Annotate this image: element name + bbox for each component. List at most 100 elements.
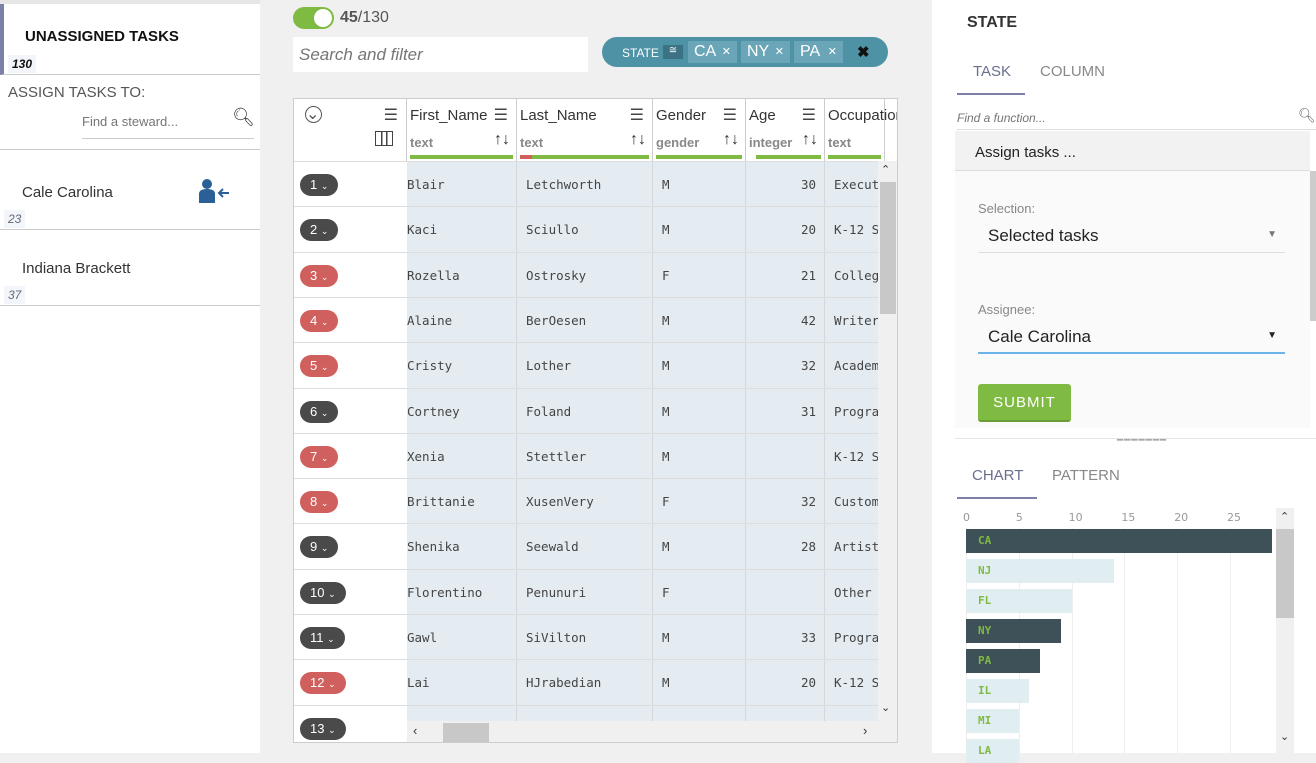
bar-pa[interactable]: PA <box>966 649 1040 673</box>
cell-age[interactable]: 32 <box>746 343 825 389</box>
cell-last[interactable]: Sciullo <box>517 207 653 253</box>
cell-occ[interactable]: K-12 S <box>825 207 885 253</box>
cell-age[interactable]: 28 <box>746 524 825 570</box>
cell-first[interactable]: Gawl <box>407 615 517 660</box>
column-menu-icon[interactable]: ☰ <box>629 107 644 124</box>
sort-icon[interactable]: ↑↓ <box>723 131 739 148</box>
cell-age[interactable]: 32 <box>746 479 825 525</box>
cell-gender[interactable]: M <box>653 162 746 207</box>
bar-ny[interactable]: NY <box>966 619 1062 643</box>
cell-first[interactable]: Shenika <box>407 524 517 570</box>
table-row[interactable]: 5 ⌄ Cristy Lother M 32 Academ <box>294 342 897 389</box>
cell-last[interactable]: Foland <box>517 388 653 434</box>
cell-last[interactable]: XusenVery <box>517 479 653 525</box>
table-row[interactable]: 4 ⌄ Alaine BerOesen M 42 Writer <box>294 296 897 343</box>
cell-occ[interactable]: Artist <box>825 524 885 570</box>
cell-occ[interactable]: K-12 S <box>825 660 885 706</box>
resize-handle[interactable]: ▔▔▔▔▔▔▔ <box>1117 440 1168 449</box>
cell-last[interactable]: Stettler <box>517 433 653 479</box>
cell-age[interactable] <box>746 433 825 479</box>
cell-occ[interactable]: College <box>825 252 885 298</box>
cell-occ[interactable]: Execut <box>825 162 885 207</box>
row-number-badge[interactable]: 6 ⌄ <box>300 400 339 423</box>
cell-gender[interactable]: F <box>653 569 746 615</box>
cell-gender[interactable]: M <box>653 524 746 570</box>
table-row[interactable]: 1 ⌄ Blair Letchworth M 30 Execut <box>294 161 897 207</box>
filter-operator-icon[interactable]: ≅ <box>663 45 683 59</box>
cell-last[interactable]: Seewald <box>517 524 653 570</box>
submit-button[interactable]: SUBMIT <box>978 384 1071 422</box>
table-row[interactable]: 3 ⌄ Rozella Ostrosky F 21 College <box>294 251 897 298</box>
column-header-last_name[interactable]: Last_Name text ☰ ↑↓ <box>517 99 653 161</box>
cell-gender[interactable]: M <box>653 615 746 660</box>
row-number-badge[interactable]: 5 ⌄ <box>300 355 339 378</box>
cell-gender[interactable]: M <box>653 433 746 479</box>
cell-last[interactable]: Letchworth <box>517 162 653 207</box>
function-search-input[interactable] <box>957 106 1316 130</box>
columns-icon[interactable] <box>375 131 393 146</box>
cell-age[interactable]: 42 <box>746 297 825 343</box>
cell-occ[interactable]: K-12 S <box>825 433 885 479</box>
cell-first[interactable]: Brittanie <box>407 479 517 525</box>
column-menu-icon[interactable]: ☰ <box>801 107 816 124</box>
cell-occ[interactable]: Progra <box>825 615 885 660</box>
bar-fl[interactable]: FL <box>966 589 1072 613</box>
row-number-badge[interactable]: 10 ⌄ <box>300 581 346 604</box>
cell-age[interactable]: 33 <box>746 615 825 660</box>
search-icon[interactable]: 🔍︎ <box>232 107 255 127</box>
cell-first[interactable]: Blair <box>407 162 517 207</box>
table-row[interactable]: 2 ⌄ Kaci Sciullo M 20 K-12 S <box>294 206 897 253</box>
cell-first[interactable]: Alaine <box>407 297 517 343</box>
cell-gender[interactable]: M <box>653 388 746 434</box>
column-header-occupation[interactable]: Occupation text <box>825 99 897 161</box>
table-row[interactable]: 8 ⌄ Brittanie XusenVery F 32 Custom <box>294 478 897 525</box>
steward-search-input[interactable] <box>82 105 254 139</box>
cell-gender[interactable]: M <box>653 343 746 389</box>
cell-first[interactable]: Lai <box>407 660 517 706</box>
row-number-badge[interactable]: 2 ⌄ <box>300 219 339 242</box>
bar-il[interactable]: IL <box>966 679 1030 703</box>
cell-occ[interactable]: Other <box>825 569 885 615</box>
bar-nj[interactable]: NJ <box>966 559 1114 583</box>
cell-last[interactable]: Ostrosky <box>517 252 653 298</box>
assignee-dropdown[interactable]: Cale Carolina ▼ <box>978 322 1285 354</box>
column-header-gender[interactable]: Gender gender ☰ ↑↓ <box>653 99 746 161</box>
table-row[interactable]: 10 ⌄ Florentino Penunuri F Other <box>294 568 897 615</box>
column-menu-icon[interactable]: ☰ <box>493 107 508 124</box>
vertical-scrollbar[interactable]: ⌃ ⌄ <box>878 161 897 742</box>
cell-first[interactable]: Xenia <box>407 433 517 479</box>
chart-scrollbar[interactable]: ⌃ ⌄ <box>1276 508 1294 753</box>
cell-first[interactable]: Rozella <box>407 252 517 298</box>
row-number-badge[interactable]: 9 ⌄ <box>300 536 339 559</box>
row-number-badge[interactable]: 12 ⌄ <box>300 672 346 695</box>
column-menu-icon[interactable]: ☰ <box>722 107 737 124</box>
cell-age[interactable]: 21 <box>746 252 825 298</box>
tab-task[interactable]: TASK <box>973 63 1012 80</box>
function-title[interactable]: Assign tasks ... <box>955 131 1310 171</box>
table-row[interactable]: 12 ⌄ Lai HJrabedian M 20 K-12 S <box>294 659 897 706</box>
cell-occ[interactable]: Custom <box>825 479 885 525</box>
menu-icon[interactable]: ☰ <box>383 107 398 124</box>
cell-occ[interactable]: Progra <box>825 388 885 434</box>
horizontal-scrollbar[interactable]: ‹ › <box>407 721 878 742</box>
row-number-badge[interactable]: 4 ⌄ <box>300 309 339 332</box>
cell-gender[interactable]: M <box>653 207 746 253</box>
filter-chip[interactable]: PA ✕ <box>794 41 843 63</box>
cell-first[interactable]: Cristy <box>407 343 517 389</box>
cell-gender[interactable]: F <box>653 252 746 298</box>
cell-last[interactable]: Penunuri <box>517 569 653 615</box>
table-row[interactable]: 9 ⌄ Shenika Seewald M 28 Artist <box>294 523 897 570</box>
sort-icon[interactable]: ↑↓ <box>494 131 510 148</box>
steward-item[interactable]: Indiana Brackett 37 <box>0 230 260 306</box>
unassigned-header[interactable]: UNASSIGNED TASKS 130 <box>0 4 260 75</box>
row-number-badge[interactable]: 11 ⌄ <box>300 627 345 649</box>
row-number-badge[interactable]: 7 ⌄ <box>300 445 339 468</box>
cell-occ[interactable]: Academ <box>825 343 885 389</box>
cell-gender[interactable]: F <box>653 479 746 525</box>
sort-icon[interactable]: ↑↓ <box>630 131 646 148</box>
search-icon[interactable]: 🔍︎ <box>1298 107 1316 123</box>
cell-age[interactable]: 20 <box>746 207 825 253</box>
remove-chip-icon[interactable]: ✕ <box>774 46 784 58</box>
column-header-age[interactable]: Age integer ☰ ↑↓ <box>746 99 825 161</box>
cell-first[interactable]: Cortney <box>407 388 517 434</box>
